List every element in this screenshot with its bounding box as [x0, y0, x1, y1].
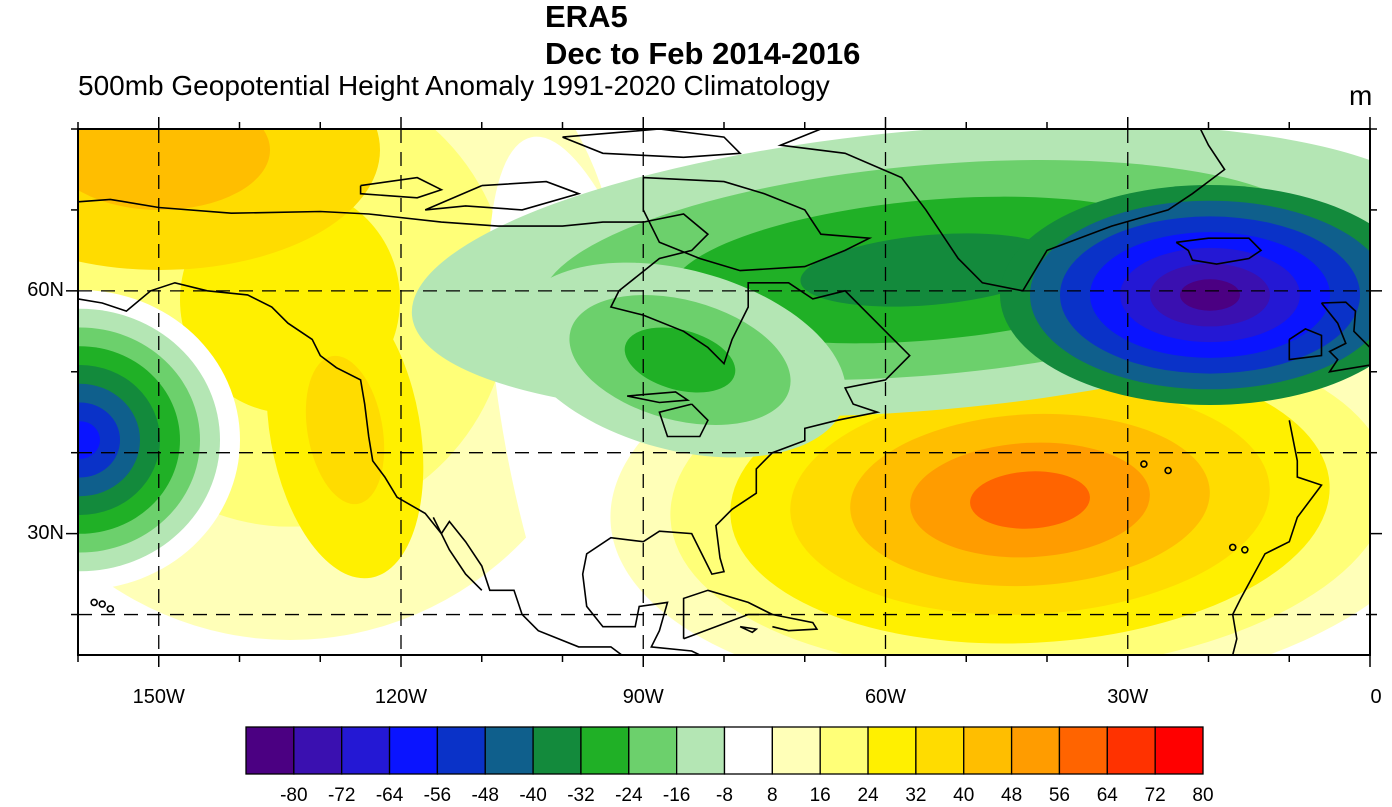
colorbar-label: 56: [1048, 785, 1070, 806]
units-label: m: [1349, 80, 1373, 111]
lon-label: 0: [1370, 686, 1382, 708]
colorbar-label: -24: [615, 785, 643, 806]
colorbar-box: [915, 726, 965, 775]
colorbar-box: [1154, 726, 1204, 775]
island: [1241, 545, 1249, 554]
colorbar-box: [723, 726, 773, 775]
island: [1228, 543, 1237, 552]
lat-label: 30N: [27, 521, 64, 544]
colorbar-box: [1058, 726, 1108, 775]
lon-label: 30W: [1107, 686, 1149, 708]
colorbar-box: [771, 726, 821, 775]
coastline: [78, 281, 624, 655]
colorbar-box: [1106, 726, 1156, 775]
anomaly-iceland-low: [1000, 185, 1370, 405]
colorbar-box: [819, 726, 869, 775]
colorbar-label: 16: [809, 785, 831, 806]
island: [98, 600, 107, 608]
colorbar-label: 80: [1192, 785, 1214, 806]
coastline: [739, 625, 759, 634]
colorbar-box: [628, 726, 678, 775]
map-subtitle: 500mb Geopotential Height Anomaly 1991-2…: [78, 70, 830, 101]
colorbar-box: [1010, 726, 1061, 775]
colorbar-label: 32: [905, 785, 927, 806]
colorbar-label: -72: [327, 785, 356, 806]
colorbar-label: 8: [767, 785, 778, 806]
colorbar-box: [436, 726, 486, 775]
colorbar-label: -16: [662, 785, 691, 806]
colorbar-box: [580, 726, 630, 775]
lon-label: 120W: [374, 686, 428, 708]
coastline: [424, 180, 582, 211]
island: [1164, 466, 1172, 475]
coastline: [658, 403, 709, 438]
coastline: [562, 129, 742, 159]
colorbar-label: 72: [1144, 785, 1166, 806]
coastline: [1231, 420, 1323, 655]
lat-label: 60N: [27, 278, 64, 301]
colorbar-box: [245, 726, 295, 775]
coastline: [359, 176, 444, 199]
coastline: [626, 391, 691, 404]
lon-label: 60W: [864, 686, 907, 708]
colorbar-box: [484, 726, 534, 775]
coastline: [1288, 328, 1323, 361]
lon-label: 150W: [132, 686, 185, 708]
coastline: [1320, 301, 1370, 373]
colorbar-box: [867, 726, 917, 775]
colorbar-label: -64: [375, 785, 404, 806]
coastline: [777, 129, 1226, 292]
colorbar-box: [293, 726, 343, 775]
coastline: [78, 198, 911, 655]
colorbar-label: 24: [857, 785, 879, 806]
colorbar-box: [388, 726, 439, 775]
map-period: Dec to Feb 2014-2016: [545, 36, 861, 71]
colorbar-box: [532, 726, 582, 775]
coastline: [642, 176, 873, 272]
colorbar-label: -56: [423, 785, 452, 806]
colorbar-label: -40: [519, 785, 547, 806]
colorbar-box: [963, 726, 1013, 775]
coastline: [432, 517, 483, 591]
anomaly-westcoast-positive: [266, 281, 424, 579]
map-title: ERA5: [545, 0, 628, 34]
island: [1140, 460, 1148, 468]
coastline: [1175, 237, 1263, 265]
colorbar-label: -8: [716, 785, 733, 806]
colorbar-label: -48: [471, 785, 499, 806]
lon-label: 90W: [622, 686, 664, 708]
island: [90, 598, 98, 607]
colorbar-label: -32: [567, 785, 595, 806]
coastline: [772, 613, 819, 632]
anomaly-arctic-positive: [78, 129, 380, 270]
colorbar-label: -80: [280, 785, 308, 806]
colorbar-label: 40: [953, 785, 975, 806]
island: [106, 605, 115, 613]
colorbar-label: 64: [1096, 785, 1118, 806]
colorbar-box: [676, 726, 726, 775]
colorbar-label: 48: [1001, 785, 1023, 806]
colorbar-box: [341, 726, 391, 775]
anomaly-hudson-trough: [514, 262, 846, 458]
